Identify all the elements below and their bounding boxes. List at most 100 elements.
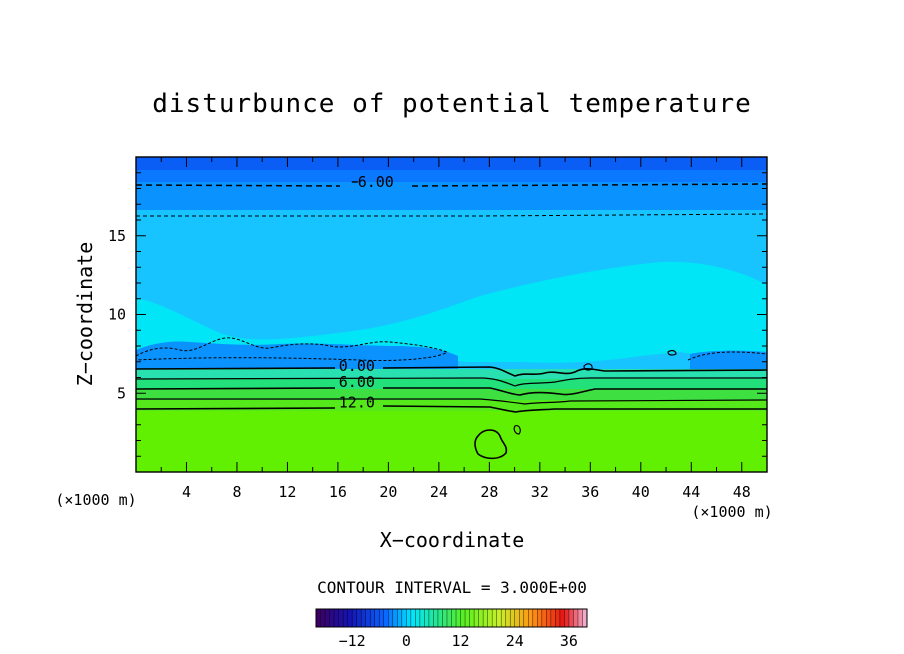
x-tick-label: 44 [682, 483, 700, 501]
colorbar-swatch [496, 609, 502, 627]
colorbar-swatch [582, 609, 588, 627]
colorbar-swatch [419, 609, 425, 627]
colorbar-swatch [397, 609, 403, 627]
contour-label: 0.00 [339, 357, 375, 375]
x-tick-label: 8 [232, 483, 241, 501]
colorbar-swatch [460, 609, 466, 627]
colorbar-swatch [577, 609, 583, 627]
colorbar-swatch [519, 609, 525, 627]
blue-band-0-3 [136, 182, 767, 210]
colorbar-swatch [415, 609, 421, 627]
contour-interval-label: CONTOUR INTERVAL = 3.000E+00 [317, 578, 587, 597]
colorbar-swatch [338, 609, 344, 627]
colorbar-swatch [442, 609, 448, 627]
blue-patch-left [136, 341, 458, 369]
colorbar-swatch [410, 609, 416, 627]
contour-9 [136, 398, 768, 405]
x-axis-unit-right: (×1000 m) [691, 503, 772, 521]
x-tick-label: 48 [733, 483, 751, 501]
colorbar-swatch [555, 609, 561, 627]
y-tick-label: 10 [108, 306, 126, 324]
colorbar-swatch [510, 609, 516, 627]
colorbar-swatch [379, 609, 385, 627]
colorbar-swatch [487, 609, 493, 627]
colorbar-swatch [392, 609, 398, 627]
colorbar-swatch [433, 609, 439, 627]
cyan-region [136, 261, 767, 363]
colorbar-swatch [352, 609, 358, 627]
colorbar-swatch [537, 609, 543, 627]
contour-label: 12.0 [339, 393, 375, 411]
colorbar-tick-label: 12 [452, 632, 470, 650]
green-band-4 [136, 400, 767, 411]
contour-blob-small [513, 425, 521, 435]
colorbar-swatch [573, 609, 579, 627]
x-tick-label: 16 [329, 483, 347, 501]
x-tick-label: 36 [581, 483, 599, 501]
colorbar-swatch [483, 609, 489, 627]
x-tick-label: 32 [531, 483, 549, 501]
y-axis-label: Z−coordinate [73, 242, 97, 387]
colorbar-tick-label: 0 [402, 632, 411, 650]
colorbar-swatch [546, 609, 552, 627]
blue-band-top [136, 157, 767, 170]
contour-6 [135, 387, 767, 396]
x-tick-label: 12 [278, 483, 296, 501]
x-tick-label: 24 [430, 483, 448, 501]
colorbar-swatch [383, 609, 389, 627]
colorbar-swatch [343, 609, 349, 627]
colorbar-swatch [505, 609, 511, 627]
x-tick-label: 40 [632, 483, 650, 501]
colorbar-swatch [501, 609, 507, 627]
contour-dashed-upper [136, 213, 768, 217]
contour-dashed-right [687, 351, 768, 361]
colorbar-swatch [325, 609, 331, 627]
colorbar-swatch [428, 609, 434, 627]
contour-dot-36 [583, 363, 593, 371]
y-axis-ticks: 5 10 15 [108, 172, 767, 457]
colorbar-swatch [361, 609, 367, 627]
colorbar-swatch [550, 609, 556, 627]
colorbar-tick-label: 24 [506, 632, 524, 650]
contour-lines [135, 183, 768, 460]
x-tick-label: 4 [182, 483, 191, 501]
green-band-1 [136, 369, 767, 379]
contour-0 [135, 366, 768, 377]
colorbar-swatch [514, 609, 520, 627]
x-axis-ticks: 4 8 12 16 20 24 28 32 36 40 44 48 [160, 157, 751, 501]
colorbar-swatch [456, 609, 462, 627]
colorbar-swatch [541, 609, 547, 627]
colorbar-swatch [401, 609, 407, 627]
colorbar-tick-label: −12 [339, 632, 366, 650]
colorbar-swatch [424, 609, 430, 627]
colorbar-swatch [365, 609, 371, 627]
colorbar-swatch [451, 609, 457, 627]
colorbar-tick-label: 36 [560, 632, 578, 650]
plot-area [136, 157, 767, 472]
contour-dashed-lower [135, 337, 448, 362]
colorbar-swatch [478, 609, 484, 627]
colorbar-swatch [446, 609, 452, 627]
colorbar-swatch [465, 609, 471, 627]
colorbar-swatch [334, 609, 340, 627]
contour-dashed-top [135, 183, 768, 187]
colorbar-swatch [370, 609, 376, 627]
colorbar-swatch [320, 609, 326, 627]
blue-band-3-6 [136, 170, 767, 182]
contour-dot-42 [667, 349, 677, 356]
colorbar-swatch [528, 609, 534, 627]
colorbar-frame [315, 608, 588, 628]
colorbar-swatch [356, 609, 362, 627]
colorbar [315, 608, 588, 628]
colorbar-swatch [347, 609, 353, 627]
contour-12 [135, 405, 767, 413]
colorbar-swatch [329, 609, 335, 627]
green-band-2 [136, 379, 767, 389]
colorbar-swatch [388, 609, 394, 627]
colorbar-tick-labels: −12 0 12 24 36 [339, 632, 578, 650]
x-axis-label: X−coordinate [380, 528, 525, 552]
contour-blob [474, 429, 508, 460]
x-tick-label: 20 [379, 483, 397, 501]
